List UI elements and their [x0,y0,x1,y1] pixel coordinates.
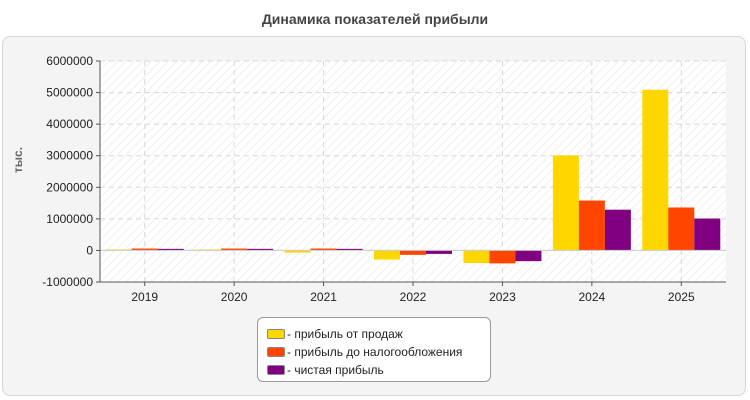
bar-pretax-2019 [131,248,158,251]
bar-net-2022 [426,250,452,254]
x-tick-label: 2024 [579,290,606,304]
bar-pretax-2022 [400,250,426,255]
legend-label-pretax: - прибыль до налогообложения [287,345,463,359]
legend-item-pretax: - прибыль до налогообложения [267,343,490,361]
y-tick-label: 5000000 [46,86,93,100]
bar-net-2024 [604,209,631,251]
y-tick-label: 1000000 [46,212,93,226]
x-tick-label: 2025 [668,290,695,304]
bar-pretax-2023 [489,250,516,264]
bar-sales-2021 [284,250,311,253]
legend-label-net: - чистая прибыль [287,363,384,377]
legend-swatch-pretax [267,347,285,357]
y-tick-label: 6000000 [46,54,93,68]
x-tick-label: 2023 [489,290,516,304]
bar-net-2021 [336,248,363,251]
legend: - прибыль от продаж - прибыль до налогоо… [257,317,491,382]
bars [105,89,721,264]
x-tick-label: 2020 [221,290,248,304]
legend-swatch-net [267,365,285,375]
y-tick-label: 3000000 [46,149,93,163]
y-axis-label: тыс. [11,147,25,173]
bar-sales-2024 [552,155,579,251]
chart-title: Динамика показателей прибыли [261,11,489,27]
bar-net-2020 [247,248,274,251]
bar-pretax-2025 [668,207,695,251]
legend-item-sales: - прибыль от продаж [267,325,490,343]
grid-lines [100,60,726,283]
bar-net-2019 [157,248,184,251]
axes: 6000000 5000000 4000000 3000000 2000000 10000… [42,54,726,304]
bar-sales-2022 [374,250,400,260]
legend-label-sales: - прибыль от продаж [287,327,403,341]
bar-pretax-2020 [221,248,248,251]
x-tick-label: 2022 [400,290,427,304]
x-tick-label: 2021 [310,290,337,304]
bar-net-2025 [694,218,721,251]
bar-net-2023 [515,250,542,262]
bar-pretax-2021 [310,248,337,251]
x-tick-label: 2019 [131,290,158,304]
legend-item-net: - чистая прибыль [267,361,490,379]
bar-sales-2025 [642,89,669,251]
y-tick-label: 4000000 [46,117,93,131]
bar-sales-2023 [463,250,490,264]
y-tick-label: -1000000 [42,275,93,289]
y-tick-label: 0 [86,243,93,257]
bar-pretax-2024 [578,200,605,251]
legend-swatch-sales [267,329,285,339]
y-tick-label: 2000000 [46,180,93,194]
